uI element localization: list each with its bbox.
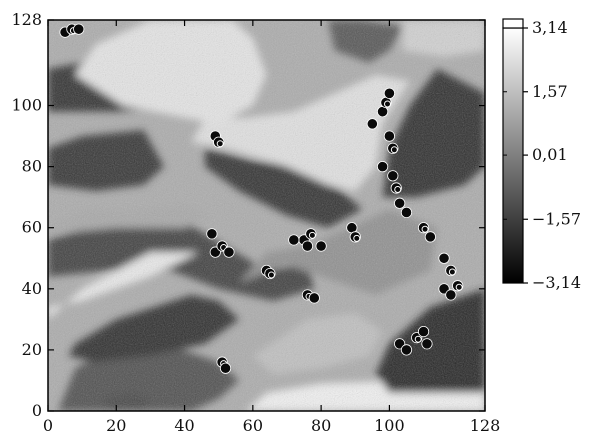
colorbar-tick-label-1: 1,57 (532, 82, 568, 101)
plot-frame (47, 19, 486, 412)
vortex-point-17 (308, 292, 320, 304)
y-axis: 0 20 40 60 80 100 128 (11, 10, 485, 420)
x-tick-label-5: 100 (374, 416, 405, 435)
colorbar-tick-label-0: 3,14 (532, 18, 568, 37)
x-tick-label-1: 20 (106, 416, 126, 435)
y-tick-label-4: 80 (22, 157, 42, 176)
vortex-point-31 (417, 222, 430, 234)
vortex-point-34 (445, 264, 457, 277)
vortex-point-4 (213, 136, 225, 148)
vortex-point-28 (390, 182, 402, 194)
y-tick-label-0: 0 (32, 401, 42, 420)
y-tick-label-6: 128 (11, 10, 42, 29)
y-tick-label-2: 40 (22, 279, 42, 298)
vortex-point-27 (387, 170, 399, 182)
x-axis: 0 20 40 60 80 100 128 (43, 20, 500, 435)
colorbar-tick-label-3: −1,57 (532, 209, 581, 228)
vortex-point-29 (394, 197, 406, 209)
colorbar-tick-label-4: −3,14 (532, 273, 581, 292)
vortex-point-30 (400, 206, 413, 219)
vortex-point-19 (349, 231, 361, 243)
x-tick-label-2: 40 (174, 416, 194, 435)
vortex-point-8 (223, 246, 235, 258)
vortex-point-24 (383, 130, 396, 142)
colorbar-ticks: 3,14 1,57 0,01 −1,57 −3,14 (503, 18, 581, 292)
vortex-point-44 (219, 362, 232, 374)
y-tick-label-1: 20 (22, 340, 42, 359)
vortex-point-25 (387, 142, 399, 154)
vortex-point-42 (421, 338, 433, 350)
vortex-point-26 (376, 161, 389, 173)
x-tick-label-4: 80 (311, 416, 331, 435)
vortex-point-41 (417, 325, 430, 338)
colorbar: 3,14 1,57 0,01 −1,57 −3,14 (502, 18, 581, 292)
vortex-point-23 (383, 87, 396, 99)
vortex-point-22 (380, 96, 392, 109)
y-tick-label-5: 100 (11, 96, 42, 115)
colorbar-tick-label-2: 0,01 (532, 145, 568, 164)
vortex-point-37 (452, 280, 464, 292)
plot-area: 0 20 40 60 80 100 128 0 20 40 60 80 100 128 (11, 10, 500, 435)
pixel-noise (48, 20, 485, 411)
vortex-point-5 (206, 228, 218, 240)
vortex-point-33 (438, 252, 450, 264)
vortex-point-39 (400, 344, 413, 356)
vortex-point-20 (366, 118, 378, 130)
vortex-point-12 (301, 240, 314, 252)
x-tick-label-6: 128 (470, 416, 501, 435)
vortex-point-2 (73, 23, 85, 35)
x-tick-label-3: 60 (243, 416, 263, 435)
colorbar-cap (502, 18, 524, 29)
vortex-point-32 (424, 231, 436, 243)
x-tick-label-0: 0 (43, 416, 53, 435)
vortex-point-36 (445, 289, 457, 301)
vortex-markers (59, 23, 464, 374)
vortex-point-15 (288, 234, 300, 246)
vortex-point-14 (315, 240, 327, 252)
vortex-point-10 (264, 267, 276, 280)
y-tick-label-3: 60 (22, 218, 42, 237)
vortex-point-13 (305, 228, 317, 240)
